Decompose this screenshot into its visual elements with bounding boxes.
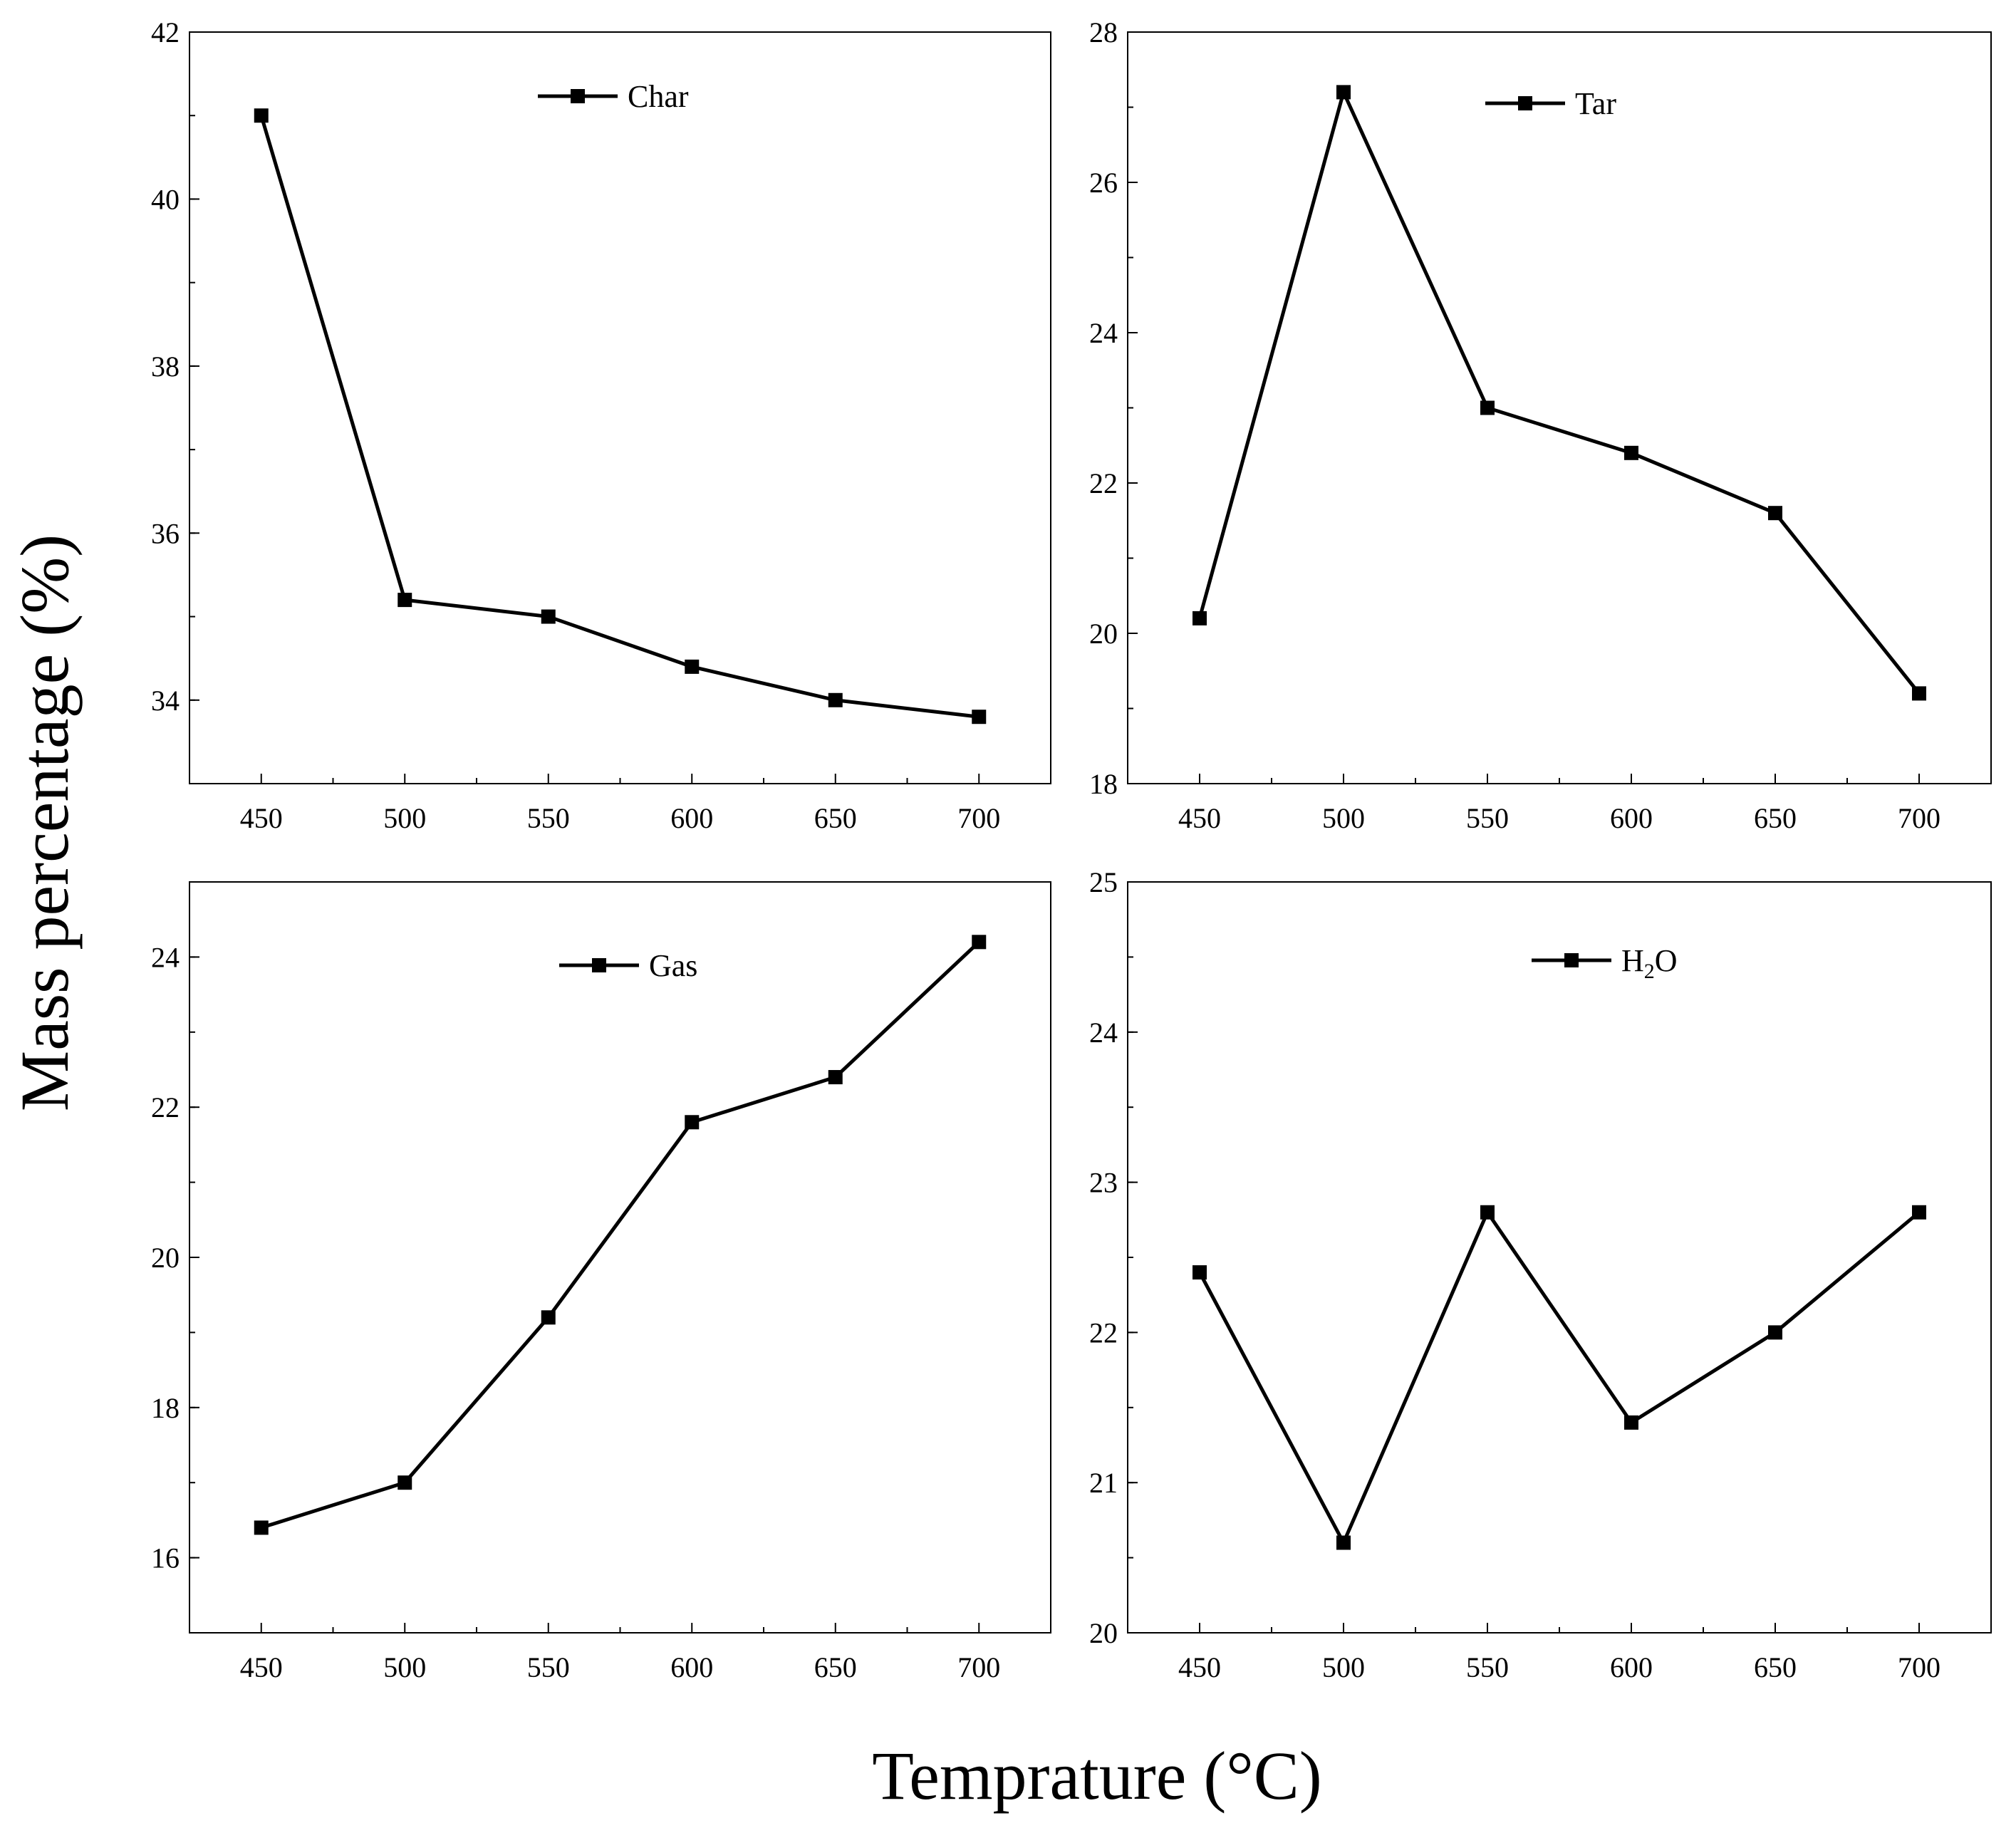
x-tick-label: 550 <box>1466 802 1509 834</box>
series-line-char <box>259 115 980 719</box>
data-point-marker <box>1624 1415 1638 1430</box>
x-tick-label: 500 <box>383 1651 426 1683</box>
legend-label: H2O <box>1621 943 1678 983</box>
legend-label: Char <box>628 79 689 114</box>
legend-marker <box>1518 96 1532 110</box>
x-tick-label: 600 <box>670 1651 713 1683</box>
data-point-marker <box>685 1115 700 1130</box>
legend-label: Gas <box>649 948 697 983</box>
data-point-marker <box>1912 686 1926 701</box>
x-tick-label: 500 <box>1322 802 1365 834</box>
y-tick-label: 22 <box>151 1091 180 1123</box>
data-point-marker <box>254 1520 269 1535</box>
y-tick-label: 24 <box>1089 317 1118 349</box>
data-point-marker <box>1336 85 1351 100</box>
data-point-marker <box>972 935 987 950</box>
y-tick-label: 25 <box>1089 866 1118 898</box>
x-axis-title: Temprature (°C) <box>872 1738 1321 1814</box>
y-tick-label: 22 <box>1089 467 1118 499</box>
x-tick-label: 600 <box>670 802 713 834</box>
data-point-marker <box>1193 1265 1207 1280</box>
y-tick-label: 20 <box>1089 1617 1118 1649</box>
y-tick-label: 16 <box>151 1542 180 1574</box>
data-point-marker <box>828 1070 843 1085</box>
legend-marker <box>1564 953 1579 967</box>
chart-panel-1: 450 500 550 600 650 700 34 36 38 40 42 Char <box>151 16 1051 834</box>
data-point-marker <box>1193 611 1207 625</box>
data-point-marker <box>398 1475 412 1490</box>
legend: Gas <box>559 948 697 983</box>
series-line-tar <box>1197 90 1921 695</box>
y-tick-label: 38 <box>151 350 180 383</box>
y-tick-label: 21 <box>1089 1467 1118 1499</box>
data-point-marker <box>1480 1205 1495 1220</box>
x-tick-label: 550 <box>527 802 570 834</box>
data-point-marker <box>541 609 556 624</box>
y-tick-label: 18 <box>1089 768 1118 800</box>
y-tick-label: 26 <box>1089 167 1118 199</box>
y-tick-label: 23 <box>1089 1167 1118 1199</box>
data-point-marker <box>254 108 269 123</box>
plot-frame <box>1127 881 1992 1634</box>
legend: Tar <box>1485 86 1616 121</box>
chart-panel-4: 450 500 550 600 650 700 20 21 22 23 24 25 H2O <box>1089 866 1992 1683</box>
data-point-marker <box>685 659 700 674</box>
x-tick-label: 600 <box>1610 802 1653 834</box>
plot-frame <box>189 31 1051 784</box>
data-point-marker <box>972 710 987 724</box>
y-tick-label: 18 <box>151 1392 180 1424</box>
legend-marker <box>571 89 585 103</box>
x-tick-label: 700 <box>1898 1651 1940 1683</box>
y-tick-label: 24 <box>151 941 180 973</box>
data-point-marker <box>1768 506 1782 521</box>
chart-panel-3: 450 500 550 600 650 700 16 18 20 22 24 Gas <box>151 881 1051 1683</box>
data-point-marker <box>1336 1535 1351 1550</box>
x-tick-label: 450 <box>1178 1651 1221 1683</box>
legend: Char <box>538 79 689 114</box>
data-point-marker <box>1768 1325 1782 1340</box>
chart-panel-2: 450 500 550 600 650 700 18 20 22 24 26 28 Tar <box>1089 16 1992 834</box>
x-tick-label: 650 <box>814 802 857 834</box>
y-axis-title: Mass percentage (%) <box>6 534 83 1111</box>
y-tick-label: 36 <box>151 517 180 549</box>
y-tick-label: 20 <box>1089 618 1118 650</box>
x-tick-label: 700 <box>957 1651 1000 1683</box>
y-tick-label: 40 <box>151 183 180 215</box>
data-point-marker <box>541 1310 556 1325</box>
data-point-marker <box>1624 445 1638 460</box>
x-tick-label: 650 <box>1754 802 1797 834</box>
legend: H2O <box>1532 943 1678 983</box>
y-tick-label: 28 <box>1089 16 1118 48</box>
data-point-marker <box>398 593 412 608</box>
series-line-h2o <box>1197 1210 1921 1545</box>
x-tick-label: 550 <box>1466 1651 1509 1683</box>
legend-marker <box>592 958 606 972</box>
x-tick-label: 450 <box>1178 802 1221 834</box>
legend-label: Tar <box>1575 86 1616 121</box>
y-tick-label: 22 <box>1089 1316 1118 1349</box>
x-tick-label: 500 <box>1322 1651 1365 1683</box>
y-tick-label: 34 <box>151 685 180 717</box>
x-tick-label: 450 <box>240 1651 283 1683</box>
series-line-gas <box>261 940 980 1529</box>
data-point-marker <box>1480 400 1495 415</box>
data-point-marker <box>828 692 843 707</box>
x-tick-label: 650 <box>814 1651 857 1683</box>
x-tick-label: 600 <box>1610 1651 1653 1683</box>
data-point-marker <box>1912 1205 1926 1220</box>
x-tick-label: 650 <box>1754 1651 1797 1683</box>
x-tick-label: 700 <box>1898 802 1940 834</box>
x-tick-label: 550 <box>527 1651 570 1683</box>
x-tick-label: 500 <box>383 802 426 834</box>
y-tick-label: 42 <box>151 16 180 48</box>
x-tick-label: 700 <box>957 802 1000 834</box>
y-tick-label: 20 <box>151 1242 180 1274</box>
x-tick-label: 450 <box>240 802 283 834</box>
y-tick-label: 24 <box>1089 1017 1118 1049</box>
